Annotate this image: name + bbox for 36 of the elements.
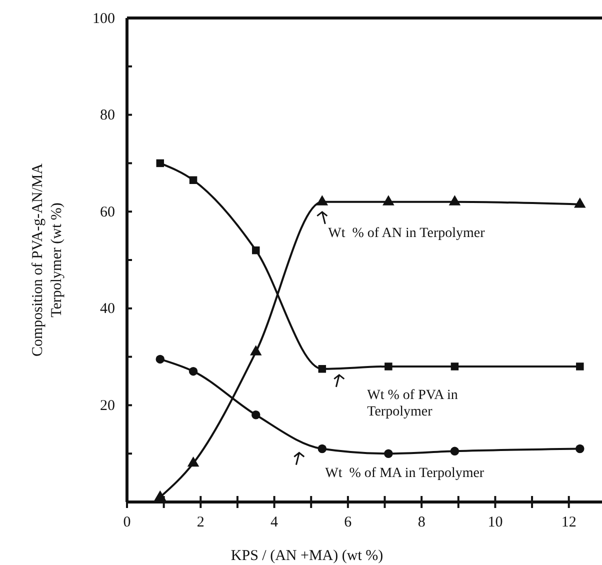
x-tick-label: 2 xyxy=(196,514,204,531)
point xyxy=(189,176,198,184)
point xyxy=(156,159,164,168)
point xyxy=(576,444,584,454)
annotation: Wt % of PVA in Terpolymer xyxy=(367,388,458,420)
x-tick-label: 0 xyxy=(123,514,131,531)
point xyxy=(576,362,584,370)
annotation: Wt % of MA in Terpolymer xyxy=(325,466,484,481)
point xyxy=(252,246,260,254)
x-tick-label: 8 xyxy=(418,514,426,531)
point xyxy=(252,410,260,420)
point xyxy=(318,365,326,373)
y-tick-label: 100 xyxy=(92,10,115,27)
x-tick-label: 10 xyxy=(488,514,503,531)
point xyxy=(384,362,392,370)
y-tick-label: 40 xyxy=(100,301,115,318)
point xyxy=(450,446,460,456)
x-tick-label: 4 xyxy=(270,514,279,531)
point xyxy=(156,354,165,364)
point xyxy=(384,449,393,458)
point xyxy=(450,362,459,370)
y-tick-label: 60 xyxy=(100,204,115,220)
y-tick-label: 80 xyxy=(100,108,115,124)
point xyxy=(316,195,328,206)
y-tick-label: 20 xyxy=(100,398,115,414)
x-tick-label: 12 xyxy=(561,514,576,531)
x-axis-title: KPS / (AN +MA) (wt %) xyxy=(230,548,384,564)
point xyxy=(250,345,262,356)
point xyxy=(448,195,461,206)
point xyxy=(574,198,586,208)
y-axis-title: Composition of PVA-g-AN/MA Terpolymer (wt %) xyxy=(30,163,65,357)
x-tick-label: 6 xyxy=(344,514,352,531)
annotation: Wt % of AN in Terpolymer xyxy=(328,226,486,241)
point xyxy=(188,366,198,376)
point xyxy=(318,444,327,454)
point xyxy=(382,195,394,206)
